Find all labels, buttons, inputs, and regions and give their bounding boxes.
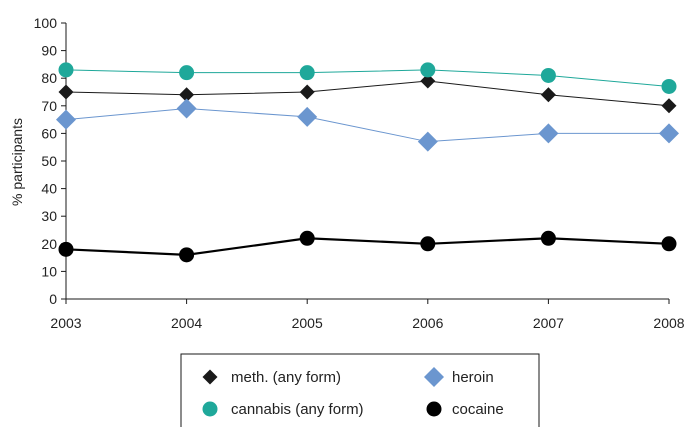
y-tick-label: 0 [49,291,57,307]
legend-box [180,353,540,432]
x-tick-label: 2005 [292,315,323,331]
data-point-cannabis [58,62,74,78]
data-point-cannabis [299,65,315,81]
data-point-heroin [538,123,559,144]
series-markers [56,62,679,263]
x-tick-label: 2007 [533,315,564,331]
legend-marker-cocaine [426,401,442,417]
series-line-heroin [65,108,669,143]
legend-marker-heroin [424,367,444,387]
data-point-meth [179,87,195,103]
data-point-meth [661,98,677,114]
y-tick-label: 20 [41,236,57,252]
data-point-cocaine [661,236,677,252]
y-axis-title: % participants [9,118,25,206]
data-point-cocaine [179,247,195,263]
data-point-meth [58,84,74,100]
axes: 0 10 20 30 40 50 60 70 80 90 100 2003 2004 2005 2006 20… [34,15,685,331]
data-point-heroin [659,123,679,144]
series-line-cannabis [65,69,670,87]
data-point-cocaine [540,230,556,246]
data-point-meth [299,84,315,100]
legend-label-cocaine: cocaine [452,401,504,418]
data-point-heroin [176,98,197,119]
legend: meth. (any form) heroin cannabis (any form… [180,353,540,432]
data-point-heroin [56,109,76,130]
y-tick-label: 100 [34,15,58,31]
data-point-heroin [297,106,318,127]
data-point-cannabis [661,78,677,94]
data-point-meth [540,87,556,103]
y-tick-label: 80 [41,70,57,86]
data-point-cannabis [540,67,556,83]
y-tick-label: 40 [41,181,57,197]
data-point-cocaine [58,241,74,257]
y-tick-label: 50 [41,153,57,169]
x-tick-label: 2003 [50,315,81,331]
x-tick-label: 2006 [412,315,443,331]
legend-marker-cannabis [202,401,218,417]
data-point-cocaine [420,236,436,252]
y-tick-label: 60 [41,125,57,141]
data-point-cannabis [179,65,195,81]
legend-label-heroin: heroin [452,369,494,386]
legend-label-meth: meth. (any form) [231,369,341,386]
series-lines [65,69,670,256]
x-tick-label: 2008 [653,315,684,331]
data-point-heroin [417,131,438,152]
x-tick-label: 2004 [171,315,202,331]
data-point-cannabis [420,62,436,78]
y-tick-label: 90 [41,43,57,59]
series-line-meth [65,80,670,107]
y-tick-label: 30 [41,208,57,224]
data-point-meth [420,73,436,89]
y-tick-label: 10 [41,263,57,279]
data-point-cocaine [299,230,315,246]
legend-marker-meth [202,369,218,385]
legend-label-cannabis: cannabis (any form) [231,401,364,418]
y-tick-label: 70 [41,98,57,114]
series-line-cocaine [65,237,670,256]
